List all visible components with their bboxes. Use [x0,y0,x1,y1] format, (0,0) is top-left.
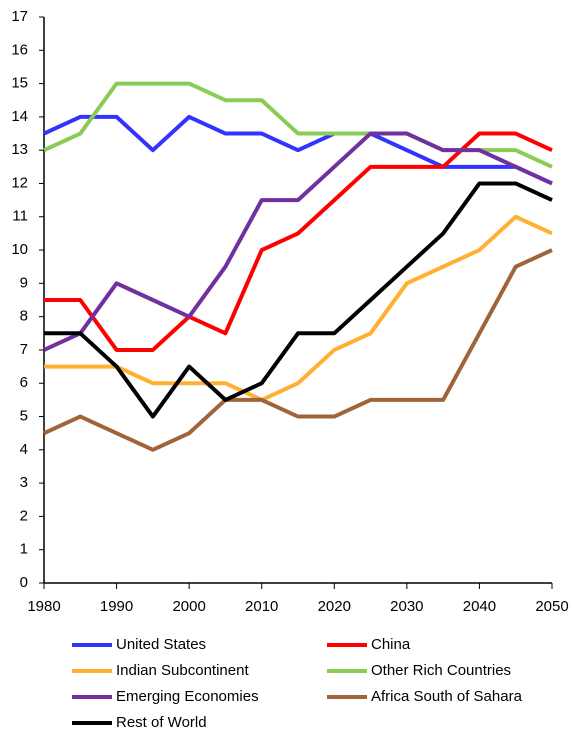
y-tick-label: 7 [20,341,28,358]
y-tick-label: 12 [11,174,28,191]
series-line [43,248,553,452]
series-line [44,131,553,352]
y-tick-label: 11 [12,208,28,225]
y-tick-label: 2 [20,507,28,524]
y-tick-label: 3 [20,474,28,491]
y-tick-label: 10 [11,241,28,258]
y-tick-label: 0 [20,574,28,591]
legend-label: Emerging Economies [116,688,259,705]
x-tick-label: 1980 [27,598,60,615]
y-tick-label: 13 [11,141,28,158]
x-tick-label: 2020 [318,598,351,615]
y-tick-label: 17 [11,8,28,25]
series-line [44,181,553,419]
series-line [43,114,553,186]
x-tick-label: 2040 [463,598,496,615]
legend-label: United States [116,636,206,653]
y-tick-label: 5 [20,407,28,424]
y-tick-label: 4 [20,441,28,458]
series-line [44,214,553,402]
y-tick-label: 6 [20,374,28,391]
x-tick-label: 2010 [245,598,278,615]
y-tick-label: 9 [20,274,28,291]
x-tick-label: 1990 [100,598,133,615]
legend-label: Rest of World [116,714,207,731]
y-tick-label: 1 [20,541,28,558]
legend-label: Africa South of Sahara [371,688,523,705]
series-line [43,81,553,169]
x-tick-label: 2050 [535,598,568,615]
legend-label: Indian Subcontinent [116,662,249,679]
x-tick-label: 2030 [390,598,423,615]
y-tick-label: 15 [11,75,28,92]
x-tick-label: 2000 [172,598,205,615]
series-line [43,131,553,352]
legend-label: China [371,636,411,653]
legend-label: Other Rich Countries [371,662,511,679]
y-tick-label: 16 [11,41,28,58]
y-tick-label: 14 [11,108,28,125]
y-tick-label: 8 [20,308,28,325]
